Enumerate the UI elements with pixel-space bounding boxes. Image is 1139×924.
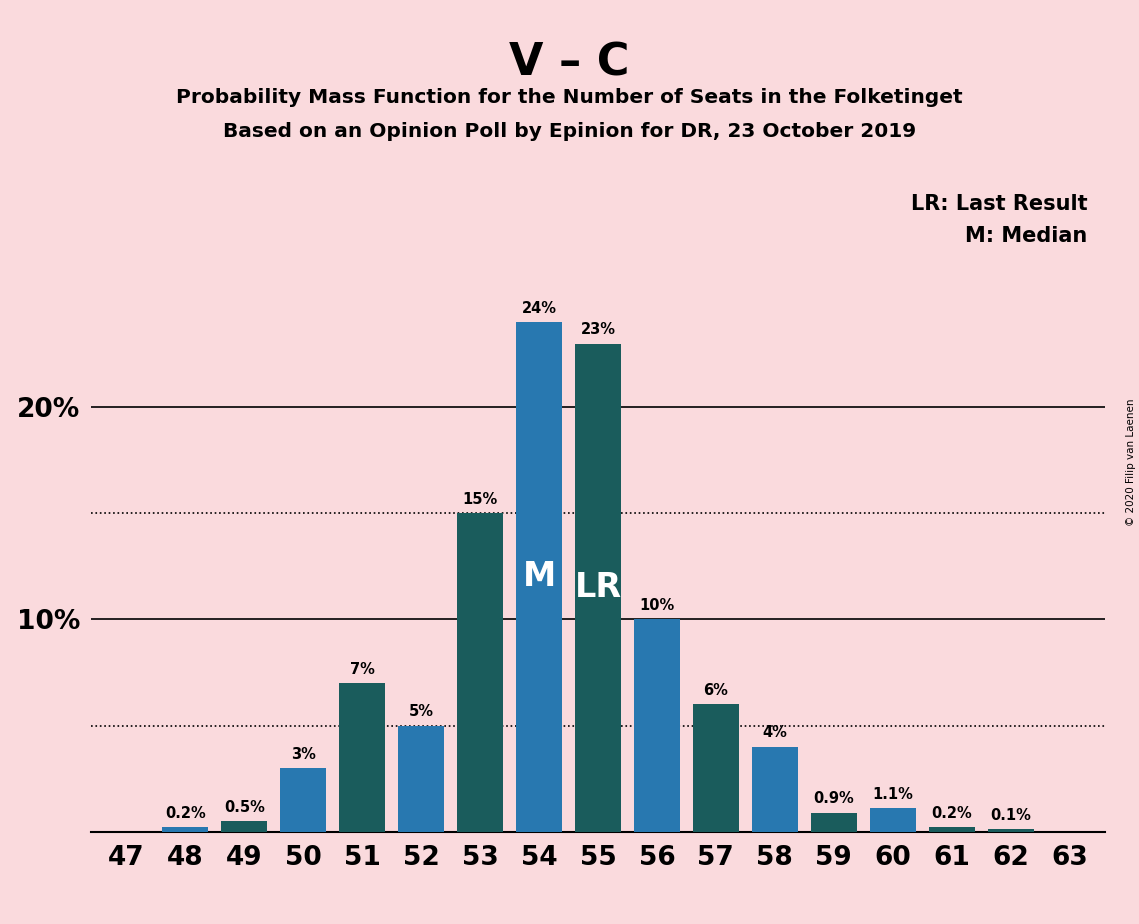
Bar (457, 514, 503, 832)
Bar (752, 747, 797, 832)
Bar (339, 683, 385, 832)
Text: 0.5%: 0.5% (224, 799, 264, 815)
Bar (928, 827, 975, 832)
Bar (634, 619, 680, 832)
Bar (870, 808, 916, 832)
Text: 15%: 15% (462, 492, 498, 507)
Bar (280, 768, 326, 832)
Text: 7%: 7% (350, 662, 375, 676)
Text: © 2020 Filip van Laenen: © 2020 Filip van Laenen (1126, 398, 1136, 526)
Text: 1.1%: 1.1% (872, 787, 913, 802)
Text: LR: LR (574, 571, 622, 604)
Bar (516, 322, 562, 832)
Bar (575, 344, 621, 832)
Text: 0.1%: 0.1% (990, 808, 1031, 823)
Text: 10%: 10% (639, 598, 674, 613)
Text: 4%: 4% (762, 725, 787, 740)
Bar (163, 827, 208, 832)
Text: 5%: 5% (409, 704, 434, 719)
Bar (693, 704, 739, 832)
Text: M: M (523, 561, 556, 593)
Bar (811, 812, 857, 832)
Bar (221, 821, 268, 832)
Text: Based on an Opinion Poll by Epinion for DR, 23 October 2019: Based on an Opinion Poll by Epinion for … (223, 122, 916, 141)
Text: V – C: V – C (509, 42, 630, 85)
Text: M: Median: M: Median (966, 226, 1088, 247)
Text: 24%: 24% (522, 301, 557, 316)
Text: 23%: 23% (581, 322, 615, 337)
Bar (399, 725, 444, 832)
Text: 3%: 3% (290, 747, 316, 761)
Text: Probability Mass Function for the Number of Seats in the Folketinget: Probability Mass Function for the Number… (177, 88, 962, 107)
Text: 6%: 6% (704, 683, 728, 698)
Bar (988, 830, 1033, 832)
Text: 0.2%: 0.2% (165, 806, 206, 821)
Text: LR: Last Result: LR: Last Result (911, 194, 1088, 214)
Text: 0.9%: 0.9% (813, 791, 854, 806)
Text: 0.2%: 0.2% (932, 806, 972, 821)
